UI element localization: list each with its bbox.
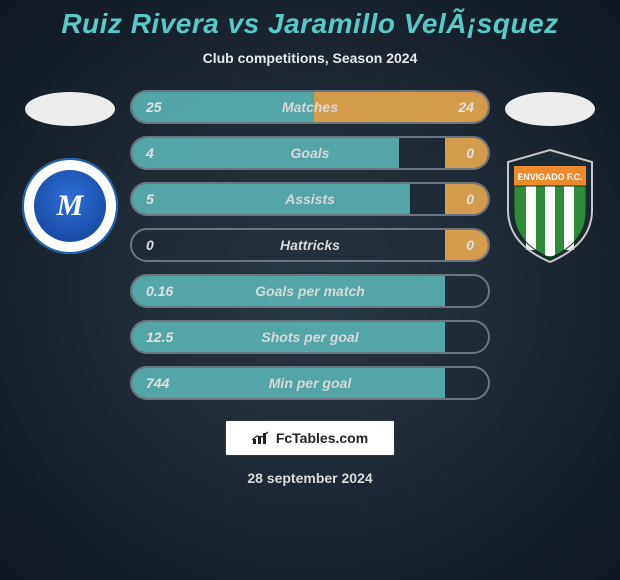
stat-row: 25Matches24	[130, 90, 490, 124]
stat-value-right: 24	[458, 99, 474, 115]
stat-label: Goals per match	[132, 283, 488, 299]
stat-label: Shots per goal	[132, 329, 488, 345]
left-side-column: M	[10, 84, 130, 256]
stat-row: 0Hattricks0	[130, 228, 490, 262]
right-flag-placeholder	[505, 92, 595, 126]
footer-date: 28 september 2024	[247, 470, 372, 486]
stat-label: Matches	[132, 99, 488, 115]
stat-label: Goals	[132, 145, 488, 161]
left-club-initial: M	[57, 189, 84, 223]
right-club-shield: ENVIGADO F.C.	[500, 148, 600, 264]
chart-icon	[252, 431, 270, 445]
stat-row: 744Min per goal	[130, 366, 490, 400]
stat-label: Hattricks	[132, 237, 488, 253]
stat-value-right: 0	[466, 237, 474, 253]
stat-row: 5Assists0	[130, 182, 490, 216]
stat-row: 12.5Shots per goal	[130, 320, 490, 354]
page-title: Ruiz Rivera vs Jaramillo VelÃ¡squez	[61, 8, 558, 40]
stat-label: Min per goal	[132, 375, 488, 391]
stat-row: 0.16Goals per match	[130, 274, 490, 308]
right-club-text: ENVIGADO F.C.	[517, 172, 582, 182]
right-side-column: ENVIGADO F.C.	[490, 84, 610, 256]
stat-value-right: 0	[466, 145, 474, 161]
left-club-badge-outer: M	[22, 158, 118, 254]
stat-row: 4Goals0	[130, 136, 490, 170]
left-club-badge-inner: M	[34, 170, 106, 242]
page-subtitle: Club competitions, Season 2024	[203, 50, 418, 66]
right-club-badge: ENVIGADO F.C.	[500, 156, 600, 256]
stat-value-right: 0	[466, 191, 474, 207]
stats-column: 25Matches244Goals05Assists00Hattricks00.…	[130, 90, 490, 400]
comparison-area: M 25Matches244Goals05Assists00Hattricks0…	[0, 84, 620, 400]
branding-badge[interactable]: FcTables.com	[225, 420, 395, 456]
branding-text: FcTables.com	[276, 430, 368, 446]
left-club-badge: M	[20, 156, 120, 256]
stat-label: Assists	[132, 191, 488, 207]
left-flag-placeholder	[25, 92, 115, 126]
